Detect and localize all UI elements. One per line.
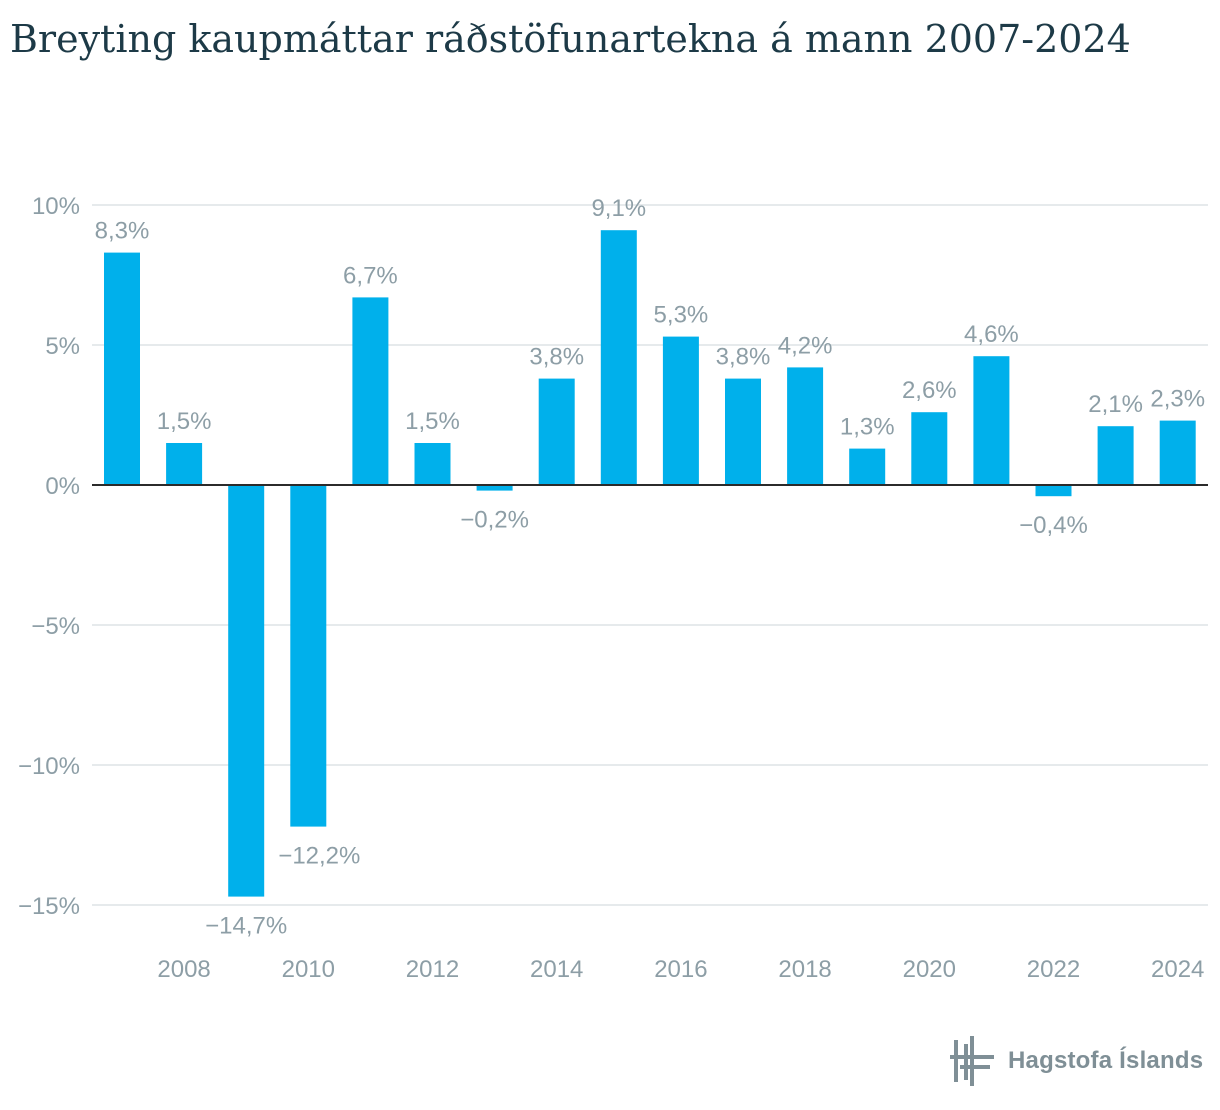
x-tick-label: 2020	[903, 956, 956, 983]
data-label-2020: 2,6%	[902, 377, 957, 404]
bar-2013	[476, 485, 513, 491]
data-label-2014: 3,8%	[529, 344, 584, 371]
data-label-2017: 3,8%	[716, 344, 771, 371]
y-tick-label: −10%	[18, 753, 80, 780]
data-label-2011: 6,7%	[343, 262, 398, 289]
bar-2009	[228, 485, 265, 897]
x-tick-label: 2010	[282, 956, 335, 983]
bar-chart: 10% 5% 0% −5% −10% −15% 8,3% 1,5% −14,7% −12,2% 6…	[18, 193, 1208, 983]
data-labels: 8,3% 1,5% −14,7% −12,2% 6,7% 1,5% −0,2% 3,8% 9,1…	[95, 195, 1205, 939]
bar-2007	[104, 252, 140, 485]
x-tick-label: 2018	[778, 956, 831, 983]
data-label-2009: −14,7%	[205, 913, 287, 940]
bar-2010	[290, 485, 327, 827]
data-label-2010: −12,2%	[278, 843, 360, 870]
x-tick-label: 2022	[1027, 956, 1080, 983]
bar-2024	[1159, 420, 1196, 485]
hagstofa-logo-icon	[950, 1036, 994, 1086]
y-tick-label: 10%	[32, 193, 80, 220]
x-tick-label: 2008	[157, 956, 210, 983]
gridlines	[92, 204, 1208, 906]
bar-2011	[352, 297, 389, 485]
bar-2012	[414, 443, 451, 485]
bar-2023	[1097, 426, 1134, 485]
bar-2018	[787, 367, 824, 485]
bar-2021	[973, 356, 1010, 485]
brand-name: Hagstofa Íslands	[1008, 1047, 1204, 1074]
x-tick-label: 2012	[406, 956, 459, 983]
y-axis-tick-labels: 10% 5% 0% −5% −10% −15%	[18, 193, 80, 920]
bar-2019	[849, 448, 886, 485]
chart-title: Breyting kaupmáttar ráðstöfunartekna á m…	[10, 17, 1131, 61]
bar-2014	[538, 378, 575, 485]
bar-2008	[166, 443, 203, 485]
hagstofa-logo: Hagstofa Íslands	[950, 1036, 1210, 1086]
data-label-2007: 8,3%	[95, 218, 150, 245]
bars	[104, 230, 1196, 897]
bar-2020	[911, 412, 948, 485]
data-label-2013: −0,2%	[460, 507, 529, 534]
data-label-2023: 2,1%	[1088, 391, 1143, 418]
x-axis-tick-labels: 2008 2010 2012 2014 2016 2018 2020 2022 2024	[157, 956, 1204, 983]
y-tick-label: −15%	[18, 893, 80, 920]
data-label-2016: 5,3%	[654, 302, 709, 329]
data-label-2008: 1,5%	[157, 408, 212, 435]
y-tick-label: −5%	[31, 613, 80, 640]
x-tick-label: 2016	[654, 956, 707, 983]
data-label-2024: 2,3%	[1150, 386, 1205, 413]
x-tick-label: 2014	[530, 956, 583, 983]
data-label-2019: 1,3%	[840, 414, 895, 441]
x-tick-label: 2024	[1151, 956, 1204, 983]
bar-2015	[600, 230, 637, 485]
data-label-2018: 4,2%	[778, 332, 833, 359]
data-label-2015: 9,1%	[591, 195, 646, 222]
data-label-2022: −0,4%	[1019, 512, 1088, 539]
bar-2017	[725, 378, 761, 485]
bar-2022	[1035, 485, 1072, 497]
data-label-2021: 4,6%	[964, 321, 1019, 348]
y-tick-label: 0%	[45, 473, 80, 500]
bar-2016	[662, 336, 699, 485]
data-label-2012: 1,5%	[405, 408, 460, 435]
y-tick-label: 5%	[45, 333, 80, 360]
